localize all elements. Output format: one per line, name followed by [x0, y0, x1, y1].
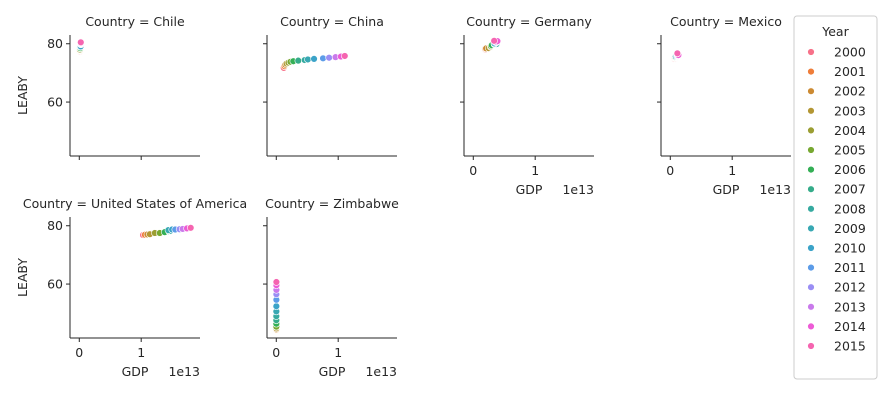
legend-label: 2003 [834, 103, 866, 118]
legend-label: 2014 [834, 319, 866, 334]
data-point [187, 224, 195, 232]
facet-panel: Country = China [263, 14, 397, 160]
legend-marker [807, 146, 815, 154]
y-axis-label: LEABY [15, 258, 30, 297]
legend-label: 2009 [834, 221, 866, 236]
data-point [77, 38, 85, 46]
legend-label: 2000 [834, 45, 866, 60]
x-tick-label: 0 [666, 163, 674, 178]
legend-label: 2011 [834, 260, 866, 275]
facet-panel: Country = United States of America 60 80 0 1… [15, 196, 247, 379]
legend-label: 2002 [834, 84, 866, 99]
panel-title: Country = Germany [466, 14, 592, 29]
data-point [294, 56, 302, 65]
x-offset-text: 1e13 [365, 364, 397, 379]
x-tick-label: 0 [272, 345, 280, 360]
x-tick-label: 1 [137, 345, 145, 360]
data-point [341, 52, 349, 60]
x-offset-text: 1e13 [759, 182, 791, 197]
x-tick-label: 1 [728, 163, 736, 178]
legend-label: 2013 [834, 299, 866, 314]
panel-title: Country = Chile [85, 14, 185, 29]
legend-label: 2010 [834, 241, 866, 256]
legend-label: 2006 [834, 162, 866, 177]
data-point [673, 49, 682, 58]
legend-label: 2004 [834, 123, 866, 138]
y-axis-label: LEABY [15, 76, 30, 115]
data-point [272, 278, 281, 286]
y-tick-label: 80 [47, 36, 63, 51]
legend-marker [807, 205, 815, 213]
legend: Year 2000 2001 2002 2003 2004 2005 2006 2007 2008… [793, 15, 878, 380]
legend-marker [807, 342, 815, 350]
facet-panel: Country = Zimbabwe 0 1 GDP 1e13 [263, 196, 399, 379]
x-tick-label: 1 [531, 163, 539, 178]
legend-marker [807, 263, 815, 272]
legend-marker [807, 244, 815, 252]
legend-marker [807, 126, 815, 135]
facet-panels: Country = Chile 60 80 LEABY Country = China C… [15, 14, 791, 379]
panel-title: Country = China [280, 14, 384, 29]
x-tick-label: 0 [469, 163, 477, 178]
legend-marker [807, 303, 815, 311]
legend-marker [807, 322, 815, 331]
legend-marker [807, 48, 815, 56]
legend-label: 2005 [834, 143, 866, 158]
facet-panel: Country = Mexico 0 1 GDP 1e13 [657, 14, 791, 197]
legend-label: 2007 [834, 182, 866, 197]
legend-marker [807, 107, 815, 115]
data-point [319, 54, 327, 63]
panel-title: Country = United States of America [23, 196, 247, 211]
x-axis-label: GDP [319, 364, 346, 379]
data-point [304, 55, 312, 64]
legend-marker [807, 165, 815, 174]
x-offset-text: 1e13 [168, 364, 200, 379]
legend-marker [807, 224, 815, 233]
facet-panel: Country = Germany 0 1 GDP 1e13 [460, 14, 594, 197]
legend-marker [807, 283, 815, 291]
legend-frame [793, 15, 878, 380]
panel-title: Country = Mexico [670, 14, 782, 29]
x-offset-text: 1e13 [562, 182, 594, 197]
x-axis-label: GDP [122, 364, 149, 379]
legend-label: 2001 [834, 64, 866, 79]
x-tick-label: 0 [75, 345, 83, 360]
legend-title: Year [821, 24, 849, 39]
data-point [272, 302, 281, 310]
legend-label: 2015 [834, 339, 866, 354]
legend-label: 2008 [834, 201, 866, 216]
legend-label: 2012 [834, 280, 866, 295]
y-tick-label: 80 [47, 218, 63, 233]
y-tick-label: 60 [47, 95, 63, 110]
y-tick-label: 60 [47, 277, 63, 292]
data-point [325, 54, 333, 62]
x-tick-label: 1 [334, 345, 342, 360]
x-axis-label: GDP [713, 182, 740, 197]
x-axis-label: GDP [516, 182, 543, 197]
data-point [490, 37, 498, 45]
legend-marker [807, 185, 815, 193]
data-point [310, 55, 318, 63]
legend-marker [807, 87, 815, 95]
panel-title: Country = Zimbabwe [265, 196, 399, 211]
legend-marker [807, 67, 815, 76]
facet-panel: Country = Chile 60 80 LEABY [15, 14, 200, 160]
